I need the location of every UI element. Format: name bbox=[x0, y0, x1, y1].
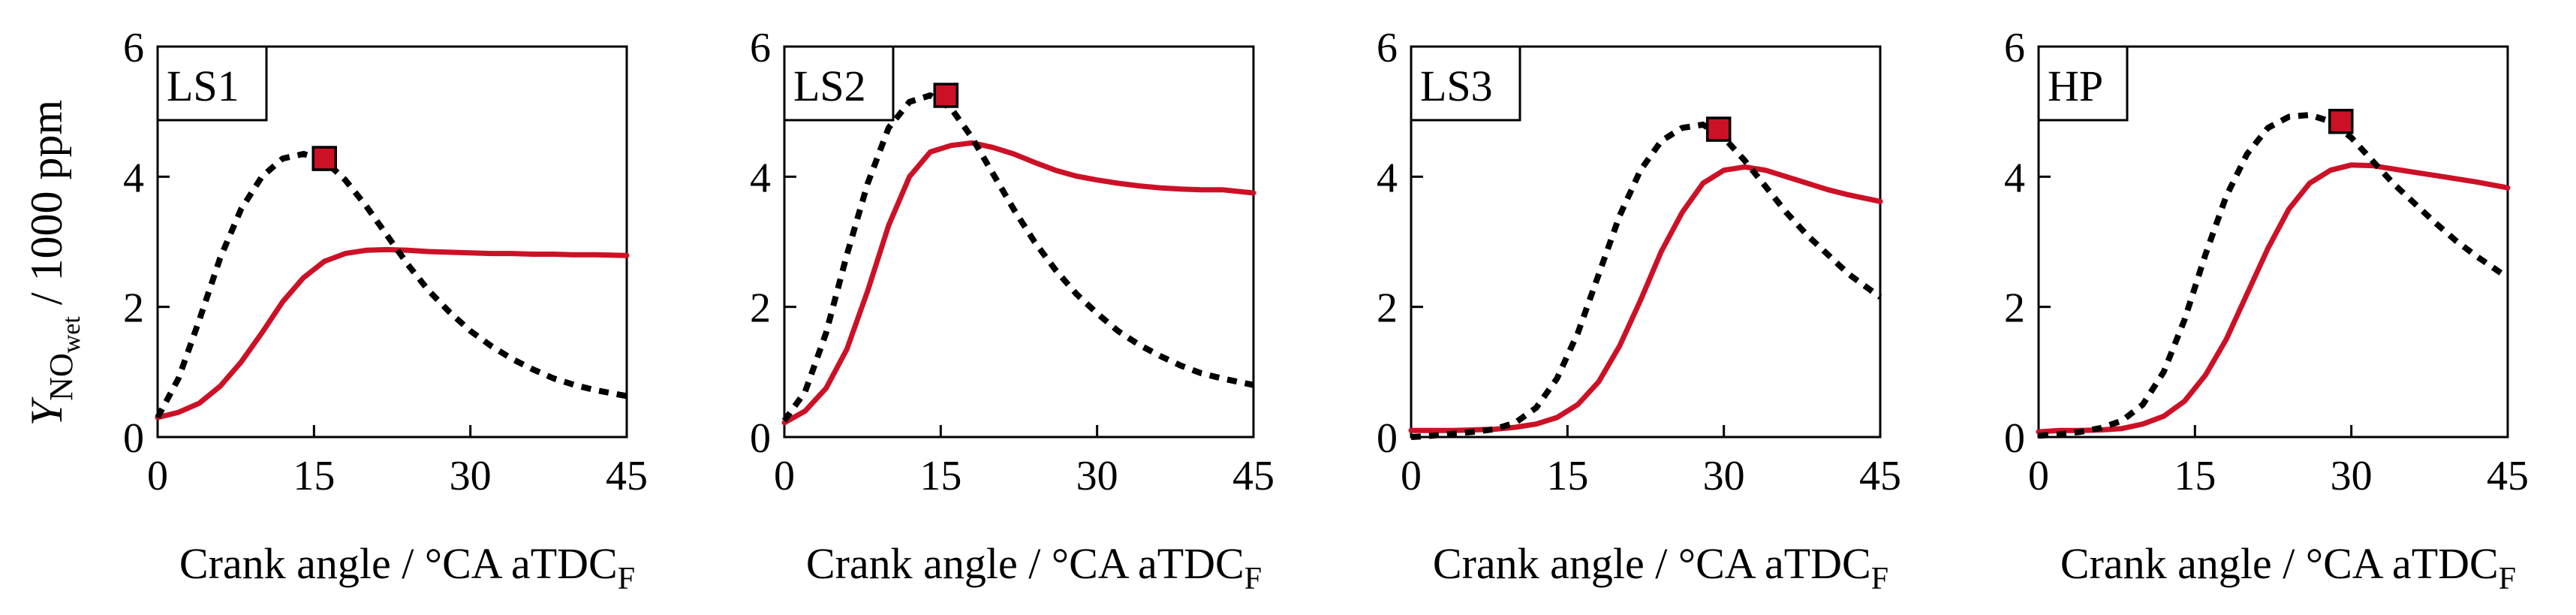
y-tick-label: 6 bbox=[1377, 25, 1398, 71]
x-tick-label: 30 bbox=[1076, 453, 1118, 499]
y-axis-title: YNOwet / 1000 ppm bbox=[22, 100, 86, 426]
y-tick-label: 0 bbox=[2004, 415, 2025, 462]
y-tick-label: 0 bbox=[750, 415, 771, 462]
panel-title-box bbox=[156, 45, 268, 122]
x-axis-title: Crank angle / °CA aTDCF bbox=[806, 539, 1262, 596]
series-line-solid bbox=[781, 140, 1256, 426]
panel-title: HP bbox=[2048, 62, 2103, 110]
x-axis-title: Crank angle / °CA aTDCF bbox=[2060, 539, 2516, 596]
x-tick-label: 0 bbox=[147, 453, 168, 499]
x-axis-title-sub: F bbox=[1244, 562, 1262, 596]
peak-marker bbox=[311, 146, 337, 171]
y-tick-label: 2 bbox=[750, 285, 771, 332]
panel-title-box bbox=[2037, 45, 2129, 122]
y-tick-label: 2 bbox=[2004, 285, 2025, 332]
series-line-dashed bbox=[155, 151, 627, 419]
series-line-solid bbox=[2036, 162, 2511, 435]
x-axis-title-main: Crank angle / °CA aTDC bbox=[179, 539, 618, 588]
series-line-dashed bbox=[2038, 112, 2510, 439]
x-axis-title-main: Crank angle / °CA aTDC bbox=[1433, 539, 1871, 588]
y-tick-label: 4 bbox=[123, 155, 144, 201]
peak-marker bbox=[2328, 108, 2354, 134]
series-line-dashed bbox=[1410, 122, 1882, 440]
peak-marker bbox=[1705, 116, 1732, 142]
x-tick-label: 45 bbox=[1232, 453, 1274, 499]
x-tick-label: 45 bbox=[2487, 453, 2529, 499]
x-tick-label: 0 bbox=[774, 453, 795, 499]
y-tick-label: 6 bbox=[750, 25, 771, 71]
y-tick-label: 6 bbox=[123, 25, 144, 71]
x-tick-label: 0 bbox=[1401, 453, 1422, 499]
y-tick-label: 2 bbox=[123, 285, 144, 332]
series-line-dashed bbox=[781, 92, 1254, 423]
plot-frame bbox=[783, 45, 1255, 439]
chart-panel-hp: 0 2 4 6 0 15 30 45 HP Crank angle / °CA aTDCF bbox=[2004, 25, 2529, 596]
y-tick-label: 4 bbox=[2004, 155, 2025, 201]
x-tick-label: 0 bbox=[2028, 453, 2049, 499]
x-tick-label: 30 bbox=[450, 453, 492, 499]
x-tick-label: 45 bbox=[606, 453, 648, 499]
panel-title: LS2 bbox=[793, 62, 866, 110]
x-tick-label: 30 bbox=[2331, 453, 2373, 499]
panel-title: LS3 bbox=[1420, 62, 1493, 110]
y-axis-title-sub: NO bbox=[43, 353, 80, 401]
plot-frame bbox=[2037, 45, 2509, 439]
x-tick-label: 30 bbox=[1703, 453, 1745, 499]
x-tick-label: 15 bbox=[1546, 453, 1588, 499]
plot-frame bbox=[1410, 45, 1882, 439]
y-tick-label: 2 bbox=[1377, 285, 1398, 332]
x-axis-title-main: Crank angle / °CA aTDC bbox=[2060, 539, 2499, 588]
x-tick-label: 15 bbox=[2174, 453, 2216, 499]
panel-title-box bbox=[783, 45, 895, 122]
panel-title-box bbox=[1410, 45, 1521, 122]
x-tick-label: 15 bbox=[293, 453, 335, 499]
x-tick-label: 45 bbox=[1859, 453, 1901, 499]
x-axis-title-sub: F bbox=[1871, 562, 1888, 596]
x-axis-title: Crank angle / °CA aTDCF bbox=[179, 539, 635, 596]
chart-panel-ls1: 0 2 4 6 0 15 30 45 LS1 Crank angle / °CA aTDCF bbox=[123, 25, 648, 596]
plot-frame bbox=[156, 45, 628, 439]
x-tick-label: 15 bbox=[919, 453, 961, 499]
y-tick-label: 0 bbox=[1377, 415, 1398, 462]
peak-marker bbox=[933, 83, 959, 108]
x-axis-title-main: Crank angle / °CA aTDC bbox=[806, 539, 1244, 588]
series-line-solid bbox=[155, 246, 630, 421]
chart-panel-ls2: 0 2 4 6 0 15 30 45 LS2 Crank angle / °CA aTDCF bbox=[750, 25, 1274, 596]
y-axis-title-subsub: wet bbox=[58, 316, 86, 354]
panel-title: LS1 bbox=[167, 62, 239, 110]
x-axis-title-sub: F bbox=[2499, 562, 2516, 596]
y-axis-title-main: Y bbox=[22, 396, 71, 426]
x-axis-title: Crank angle / °CA aTDCF bbox=[1433, 539, 1888, 596]
y-tick-label: 0 bbox=[123, 415, 144, 462]
series-line-solid bbox=[1408, 164, 1883, 433]
chart-panel-ls3: 0 2 4 6 0 15 30 45 LS3 Crank angle / °CA aTDCF bbox=[1377, 25, 1901, 596]
y-axis-title-unit: / 1000 ppm bbox=[22, 100, 71, 316]
x-axis-title-sub: F bbox=[618, 562, 635, 596]
y-tick-label: 4 bbox=[1377, 155, 1398, 201]
y-tick-label: 6 bbox=[2004, 25, 2025, 71]
y-tick-label: 4 bbox=[750, 155, 771, 201]
